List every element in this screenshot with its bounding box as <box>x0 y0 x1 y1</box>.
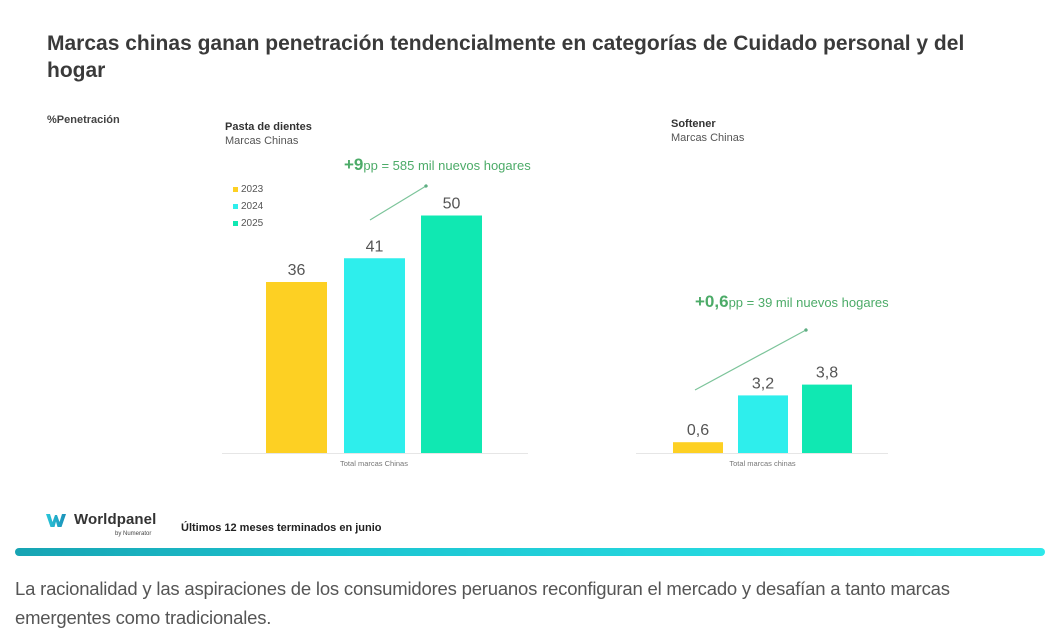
legend-label-2024: 2024 <box>241 201 264 212</box>
legend-label-2023: 2023 <box>241 184 264 195</box>
chart-softener: 0,6 3,2 3,8 Total marcas chinas <box>636 365 888 468</box>
growth-annotation-pasta: +9pp = 585 mil nuevos hogares <box>344 155 531 175</box>
trend-arrow-pasta <box>369 184 428 221</box>
panel-subtitle-softener: Marcas Chinas <box>671 132 745 144</box>
bar-2024 <box>344 258 405 453</box>
growth-text-pasta: pp = 585 mil nuevos hogares <box>363 158 531 173</box>
data-label-2025: 3,8 <box>816 365 838 382</box>
bar-2024 <box>738 395 788 453</box>
bar-2023 <box>673 442 723 453</box>
worldpanel-logo: Worldpanel by Numerator <box>45 511 157 537</box>
image-caption: La racionalidad y las aspiraciones de lo… <box>15 578 950 628</box>
legend-item-2024: 2024 <box>233 198 263 215</box>
legend-label-2025: 2025 <box>241 218 264 229</box>
gradient-divider <box>15 548 1045 556</box>
legend-swatch-2024 <box>233 204 238 209</box>
trend-arrow-softener <box>694 328 808 391</box>
data-label-2025: 50 <box>443 196 461 213</box>
panel-title-softener: Softener <box>671 118 716 130</box>
panel-subtitle-pasta: Marcas Chinas <box>225 135 299 147</box>
chart-title: Marcas chinas ganan penetración tendenci… <box>47 32 965 82</box>
brand-sub: by Numerator <box>115 531 152 537</box>
data-label-2023: 0,6 <box>687 422 709 439</box>
legend-item-2023: 2023 <box>233 181 263 198</box>
data-label-2024: 3,2 <box>752 375 774 392</box>
legend-swatch-2025 <box>233 221 238 226</box>
x-category-label: Total marcas chinas <box>729 459 796 468</box>
growth-value-softener: +0,6 <box>695 292 729 311</box>
panel-title-pasta: Pasta de dientes <box>225 121 312 133</box>
growth-text-softener: pp = 39 mil nuevos hogares <box>728 295 889 310</box>
legend: 2023 2024 2025 <box>233 181 263 232</box>
growth-value-pasta: +9 <box>344 155 364 174</box>
charts-canvas: 36 41 50 Total marcas Chinas 0,6 3,2 3,8 Total… <box>222 184 888 468</box>
chart-pasta-de-dientes: 36 41 50 Total marcas Chinas <box>222 196 528 468</box>
data-label-2023: 36 <box>288 262 306 279</box>
brand-name: Worldpanel <box>74 511 157 528</box>
y-axis-label: %Penetración <box>47 114 120 126</box>
growth-annotation-softener: +0,6pp = 39 mil nuevos hogares <box>695 292 889 312</box>
bar-2023 <box>266 282 327 453</box>
worldpanel-w-icon <box>46 513 66 527</box>
data-label-2024: 41 <box>366 238 384 255</box>
legend-swatch-2023 <box>233 187 238 192</box>
x-category-label: Total marcas Chinas <box>340 459 408 468</box>
bar-2025 <box>802 384 852 453</box>
legend-item-2025: 2025 <box>233 215 263 232</box>
bar-2025 <box>421 215 482 453</box>
period-note: Últimos 12 meses terminados en junio <box>181 522 382 534</box>
